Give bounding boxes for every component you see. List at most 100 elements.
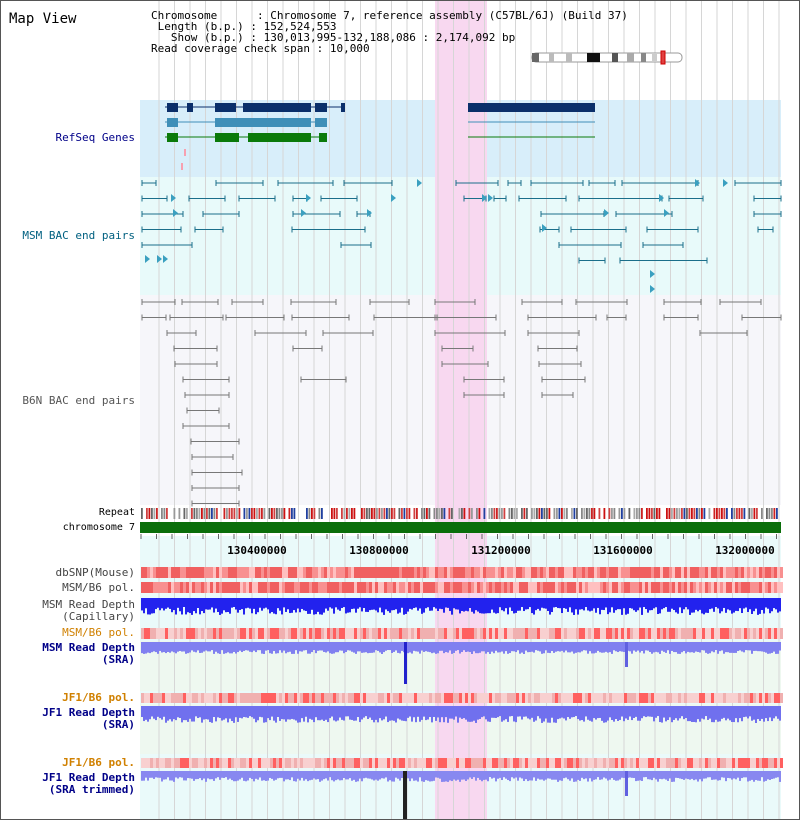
- jf1-depth-sra-label: JF1 Read Depth (SRA): [42, 707, 135, 731]
- jf1-sra-depth-bar: [349, 706, 351, 720]
- msm-capillary-depth-bar: [259, 598, 261, 608]
- jf1-sra-depth-bar: [297, 706, 299, 723]
- b6n-bac-end-pairs-track[interactable]: [141, 299, 782, 507]
- chromosome-ideogram[interactable]: [531, 50, 683, 65]
- jf1-b6-pol-heat-cell: [774, 693, 777, 703]
- jf1-b6-pol2-heat-cell: [216, 758, 219, 768]
- jf1-sra-depth-bar: [565, 706, 567, 721]
- msm-bac-track-label[interactable]: MSM BAC end pairs: [22, 229, 135, 242]
- repeat-element: [621, 508, 623, 519]
- jf1-b6-pol-heat-cell: [744, 693, 747, 703]
- jf1-sra-depth-bar: [665, 706, 667, 722]
- msm-b6-pol2-heat-cell: [318, 628, 321, 639]
- dbsnp-heat-cell: [282, 567, 285, 578]
- msm-capillary-depth-bar: [211, 598, 213, 608]
- jf1-sra-depth-bar: [307, 706, 309, 723]
- dbsnp-heat-cell: [483, 567, 486, 578]
- jf1-trimmed-depth-bar: [529, 771, 531, 781]
- msm-b6-pol2-heat-cell: [738, 628, 741, 639]
- refseq-track-label[interactable]: RefSeq Genes: [55, 131, 135, 144]
- jf1-trimmed-depth-bar: [719, 771, 721, 781]
- jf1-b6-pol2-heat-cell: [387, 758, 390, 768]
- jf1-sra-depth-bar: [355, 706, 357, 721]
- jf1-sra-depth-bar: [477, 706, 479, 720]
- msm-b6-pol2-heat-cell: [720, 628, 723, 639]
- msm-capillary-depth-bar: [567, 598, 569, 612]
- dbsnp-heat-cell: [636, 567, 639, 578]
- jf1-b6-pol2-heat-cell: [711, 758, 714, 768]
- msm-b6-pol-heat-cell: [303, 582, 306, 593]
- jf1-b6-pol-heat-cell: [777, 693, 780, 703]
- msm-sra-depth-bar: [229, 642, 231, 654]
- msm-bac-end-pairs-track[interactable]: [141, 179, 782, 293]
- msm-capillary-depth-bar: [169, 598, 171, 609]
- repeat-element: [516, 508, 518, 519]
- refseq-genes-track[interactable]: [165, 103, 595, 170]
- jf1-trimmed-depth-bar: [743, 771, 745, 778]
- jf1-b6-pol-heat-cell: [504, 693, 507, 703]
- msm-capillary-depth-bar: [543, 598, 545, 609]
- jf1-trimmed-depth-bar: [733, 771, 735, 779]
- jf1-sra-depth-bar: [607, 706, 609, 721]
- dbsnp-heat-cell: [162, 567, 165, 578]
- jf1-sra-depth-bar: [407, 706, 409, 718]
- repeat-element: [331, 508, 333, 519]
- repeat-element: [471, 508, 473, 519]
- jf1-b6-pol2-heat-cell: [582, 758, 585, 768]
- jf1-trimmed-depth-bar: [199, 771, 201, 779]
- jf1-b6-pol2-heat-cell: [771, 758, 774, 768]
- jf1-b6-pol-heat-cell: [729, 693, 732, 703]
- msm-capillary-depth-bar: [535, 598, 537, 611]
- dbsnp-heat-cell: [318, 567, 321, 578]
- msm-sra-depth-bar: [281, 642, 283, 653]
- jf1-sra-depth-bar: [199, 706, 201, 718]
- jf1-sra-depth-bar: [233, 706, 235, 723]
- dbsnp-heat-cell: [357, 567, 360, 578]
- msm-sra-depth-bar: [507, 642, 509, 654]
- msm-b6-pol2-heat-cell: [417, 628, 420, 639]
- msm-b6-pol2-heat-cell: [603, 628, 606, 639]
- jf1-trimmed-depth-bar: [657, 771, 659, 782]
- jf1-trimmed-depth-bar: [163, 771, 165, 780]
- jf1-b6-pol-heat-cell: [351, 693, 354, 703]
- jf1-sra-depth-bar: [335, 706, 337, 722]
- jf1-b6-pol-heat-cell: [462, 693, 465, 703]
- jf1-sra-depth-bar: [189, 706, 191, 719]
- msm-b6-pol2-heat-cell: [303, 628, 306, 639]
- jf1-trimmed-depth-bar: [281, 771, 283, 778]
- dbsnp-heat-cell: [534, 567, 537, 578]
- msm-b6-pol2-heat-cell: [306, 628, 309, 639]
- jf1-sra-depth-bar: [767, 706, 769, 722]
- jf1-b6-pol-heat-cell: [273, 693, 276, 703]
- jf1-b6-pol-heat-cell: [381, 693, 384, 703]
- jf1-b6-pol2-heat-cell: [252, 758, 255, 768]
- repeat-element: [651, 508, 653, 519]
- dbsnp-heat-cell: [585, 567, 588, 578]
- jf1-trimmed-depth-bar: [453, 771, 455, 780]
- jf1-sra-depth-bar: [225, 706, 227, 719]
- repeat-element: [313, 508, 316, 519]
- msm-capillary-depth-bar: [597, 598, 599, 608]
- dbsnp-heat-cell: [147, 567, 150, 578]
- jf1-trimmed-depth-bar: [773, 771, 775, 779]
- jf1-b6-pol2-heat-cell: [507, 758, 510, 768]
- dbsnp-heat-cell: [750, 567, 753, 578]
- msm-b6-pol-heat-cell: [720, 582, 723, 593]
- msm-b6-pol2-heat-cell: [438, 628, 441, 639]
- repeat-element: [571, 508, 573, 519]
- b6n-bac-track-label[interactable]: B6N BAC end pairs: [22, 394, 135, 407]
- jf1-sra-depth-bar: [331, 706, 333, 717]
- jf1-b6-pol2-heat-cell: [741, 758, 744, 768]
- jf1-trimmed-depth-bar: [671, 771, 673, 782]
- jf1-b6-pol-heat-cell: [420, 693, 423, 703]
- msm-sra-depth-bar: [539, 642, 541, 652]
- msm-capillary-depth-bar: [537, 598, 539, 609]
- msm-capillary-depth-bar: [165, 598, 167, 609]
- jf1-trimmed-depth-bar: [401, 771, 403, 778]
- msm-sra-depth-bar: [339, 642, 341, 651]
- msm-sra-depth-bar: [761, 642, 763, 652]
- dbsnp-heat-cell: [189, 567, 192, 578]
- msm-capillary-depth-bar: [601, 598, 603, 610]
- msm-b6-pol2-heat-cell: [498, 628, 501, 639]
